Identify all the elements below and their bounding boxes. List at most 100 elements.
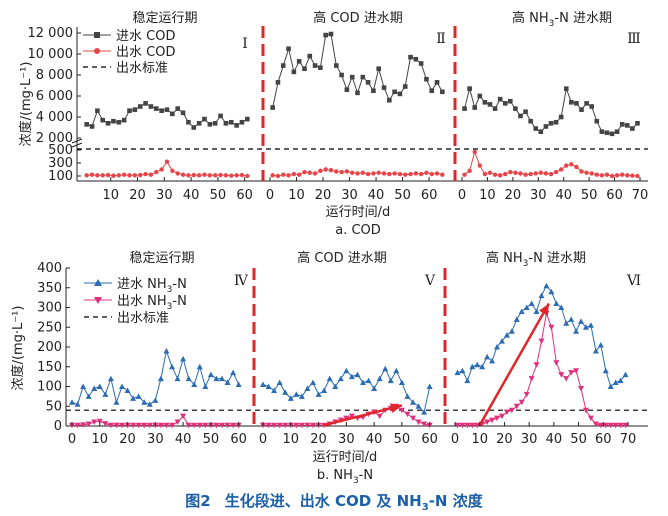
cod-series	[84, 31, 640, 179]
influent-cod-point	[127, 108, 132, 113]
phase-title: 高 NH3-N 进水期	[486, 250, 586, 269]
influent-nh3n-point	[469, 363, 476, 370]
effluent-nh3n-point	[202, 422, 209, 429]
influent-nh3n-point	[219, 375, 225, 382]
influent-cod-point	[543, 124, 549, 129]
influent-cod-point	[630, 126, 635, 131]
effluent-nh3n-point	[528, 376, 535, 382]
effluent-cod-point	[497, 173, 503, 178]
effluent-cod-point	[275, 173, 281, 179]
effluent-nh3n-point	[404, 411, 411, 418]
effluent-cod-point	[482, 171, 488, 177]
x-tick-label: 40	[368, 188, 385, 203]
x-tick-label: 20	[496, 432, 513, 447]
influent-cod-point	[355, 90, 360, 96]
influent-nh3n-point	[371, 385, 378, 391]
influent-nh3n-point	[124, 387, 131, 393]
phase-roman-numeral: Ⅳ	[234, 273, 249, 289]
legend-label: 出水标准	[117, 311, 169, 326]
influent-nh3n-point	[293, 391, 300, 397]
influent-nh3n-point	[180, 355, 187, 362]
effluent-nh3n-point	[489, 417, 496, 424]
x-tick-label: 30	[521, 432, 538, 447]
influent-cod-point	[207, 122, 213, 127]
effluent-cod-point	[553, 169, 559, 175]
effluent-nh3n-point	[146, 422, 153, 429]
influent-cod-point	[180, 110, 186, 116]
panel-a-cod-chart: 稳定运行期 高 COD 进水期 高 NH3-N 进水期 Ⅰ Ⅱ Ⅲ 12 000…	[18, 10, 648, 238]
effluent-cod-point	[594, 172, 599, 177]
x-tick-label: 10	[92, 432, 109, 447]
influent-nh3n-point	[382, 365, 389, 372]
legend-label-tail: -N	[172, 277, 186, 292]
x-tick-label: 40	[555, 188, 572, 203]
effluent-cod-point	[440, 172, 445, 177]
influent-cod-point	[584, 101, 589, 106]
x-tick-label: 60	[230, 432, 247, 447]
effluent-nh3n-point	[558, 372, 565, 378]
effluent-nh3n-point	[592, 421, 599, 428]
effluent-nh3n-point	[568, 370, 575, 376]
effluent-cod-point	[503, 171, 508, 177]
influent-nh3n-point	[287, 395, 294, 401]
influent-nh3n-point	[538, 292, 545, 299]
influent-cod-point	[212, 121, 218, 126]
influent-nh3n-point	[102, 391, 109, 397]
influent-nh3n-point	[163, 347, 170, 354]
effluent-cod-point	[170, 168, 175, 173]
influent-nh3n-point	[578, 318, 585, 324]
y-axis-ticks: 12 000 10 000 8 000 6 000 4 000 2 00050030010…	[28, 26, 81, 184]
effluent-cod-point	[105, 172, 111, 178]
influent-nh3n-point	[271, 387, 278, 393]
influent-nh3n-point	[80, 383, 87, 389]
legend-label: 出水 NH3-N	[117, 294, 187, 312]
effluent-cod-point	[579, 169, 584, 174]
influent-cod-point	[318, 65, 323, 70]
effluent-nh3n-point	[282, 422, 289, 429]
influent-nh3n-line	[71, 349, 240, 405]
x-tick-label: 50	[581, 188, 598, 203]
x-axis-ticks: 0 10 20 30 40 50 60 0 10 20 30 40 50 60 0 10 20 30 40 50 60 7…	[68, 422, 636, 447]
influent-cod-point	[508, 98, 513, 104]
effluent-cod-point	[138, 172, 143, 178]
influent-cod-point	[153, 106, 159, 111]
effluent-cod-point	[186, 173, 191, 178]
influent-nh3n-point	[260, 381, 266, 388]
x-tick-label: 60	[606, 188, 623, 203]
effluent-cod-point	[392, 171, 397, 176]
legend-label-base: 出水 NH	[117, 294, 167, 309]
x-tick-label: 40	[183, 188, 200, 203]
influent-nh3n-point	[191, 381, 198, 388]
effluent-cod-point	[574, 164, 579, 170]
x-tick-label: 10	[103, 188, 120, 203]
influent-nh3n-point	[582, 324, 589, 330]
influent-nh3n-point	[617, 377, 624, 384]
effluent-cod-point	[418, 171, 424, 177]
effluent-cod-point	[376, 170, 381, 175]
influent-cod-point	[280, 63, 286, 68]
influent-nh3n-line	[262, 367, 431, 414]
effluent-nh3n-point	[119, 422, 125, 429]
effluent-cod-point	[533, 171, 538, 176]
effluent-nh3n-point	[185, 422, 192, 429]
effluent-nh3n-point	[533, 362, 540, 368]
influent-nh3n-point	[196, 363, 203, 370]
y-tick-label: 2 000	[36, 131, 73, 146]
axis-break-mark	[71, 142, 83, 148]
influent-cod-point	[105, 121, 111, 126]
effluent-nh3n-point	[276, 422, 283, 429]
x-tick-label: 60	[595, 432, 612, 447]
influent-cod-point	[594, 118, 600, 124]
x-tick-label: 60	[421, 432, 438, 447]
trend-arrows	[323, 302, 551, 427]
effluent-nh3n-point	[602, 422, 609, 429]
effluent-cod-point	[127, 173, 132, 178]
influent-nh3n-point	[543, 282, 550, 289]
effluent-cod-point	[143, 171, 148, 177]
influent-cod-point	[95, 108, 100, 113]
y-tick-label: 300	[48, 156, 73, 171]
x-axis-title: 运行时间/d	[326, 205, 391, 220]
effluent-cod-point	[202, 172, 207, 177]
effluent-cod-point	[429, 171, 434, 177]
influent-nh3n-point	[421, 409, 428, 415]
